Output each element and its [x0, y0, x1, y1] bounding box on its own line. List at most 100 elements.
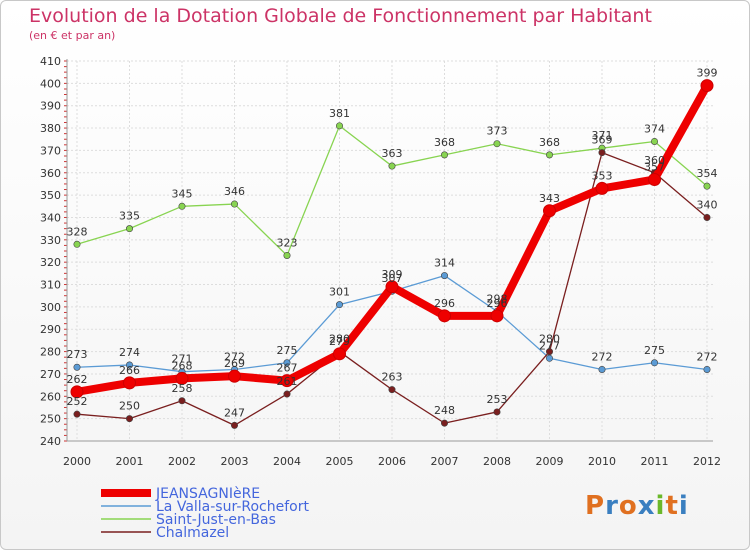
- logo-letter: i: [655, 491, 666, 521]
- data-label: 250: [119, 400, 140, 413]
- y-tick-label: 280: [40, 346, 61, 359]
- data-label: 328: [67, 225, 88, 238]
- data-label: 369: [592, 134, 613, 147]
- data-point: [650, 359, 658, 367]
- y-tick-label: 250: [40, 413, 61, 426]
- data-point: [440, 419, 448, 427]
- data-label: 247: [224, 406, 245, 419]
- data-label: 279: [329, 335, 350, 348]
- y-tick-label: 360: [40, 167, 61, 180]
- data-label: 307: [382, 272, 403, 285]
- series-group: [70, 79, 714, 429]
- logo-letter: r: [605, 491, 619, 521]
- x-tick-label: 2011: [641, 455, 669, 468]
- data-point: [493, 140, 501, 148]
- data-label: 399: [697, 67, 718, 80]
- data-point: [648, 172, 661, 186]
- data-point: [178, 202, 186, 210]
- data-point: [126, 361, 134, 369]
- y-tick-label: 240: [40, 435, 61, 448]
- data-point: [440, 272, 448, 280]
- data-label: 261: [277, 375, 298, 388]
- data-label: 267: [277, 362, 298, 375]
- data-label: 280: [539, 333, 560, 346]
- x-tick-label: 2009: [536, 455, 564, 468]
- data-point: [126, 225, 134, 233]
- data-label: 346: [224, 185, 245, 198]
- x-tick-label: 2005: [326, 455, 354, 468]
- series-0: [70, 79, 714, 399]
- data-point: [283, 390, 291, 398]
- legend-label: La Valla-sur-Rochefort: [156, 499, 309, 515]
- data-point: [385, 280, 399, 294]
- data-label: 357: [644, 160, 665, 173]
- y-tick-label: 260: [40, 390, 61, 403]
- data-label: 381: [329, 107, 350, 120]
- data-point: [283, 251, 291, 259]
- data-label: 275: [644, 344, 665, 357]
- data-point: [493, 408, 501, 416]
- data-point: [335, 301, 343, 309]
- series-3: [73, 149, 711, 429]
- data-label: 353: [592, 169, 613, 182]
- data-point: [73, 240, 81, 248]
- data-point: [335, 122, 343, 130]
- logo-letter: i: [678, 491, 689, 521]
- data-point: [228, 369, 241, 383]
- data-label: 343: [539, 192, 560, 205]
- data-label: 266: [119, 364, 140, 377]
- data-label: 301: [329, 286, 350, 299]
- data-point: [543, 204, 556, 218]
- data-label: 374: [644, 122, 665, 135]
- data-label: 340: [697, 198, 718, 211]
- data-label: 323: [277, 236, 298, 249]
- y-tick-label: 290: [40, 323, 61, 336]
- logo-letter: P: [585, 491, 606, 521]
- y-tick-label: 270: [40, 368, 61, 381]
- data-label: 268: [172, 359, 193, 372]
- data-label: 314: [434, 257, 455, 270]
- legend-label: Saint-Just-en-Bas: [156, 512, 276, 528]
- x-tick-label: 2008: [483, 455, 511, 468]
- y-tick-label: 320: [40, 256, 61, 269]
- grid: [67, 60, 713, 442]
- logo-letter: x: [637, 491, 656, 521]
- data-point: [70, 385, 84, 399]
- y-tick-label: 300: [40, 301, 61, 314]
- y-tick-label: 340: [40, 211, 61, 224]
- data-label: 277: [539, 339, 560, 352]
- data-label: 354: [697, 167, 718, 180]
- data-label: 269: [224, 357, 245, 370]
- x-tick-label: 2012: [693, 455, 721, 468]
- y-tick-label: 380: [40, 122, 61, 135]
- data-point: [598, 149, 606, 157]
- data-label: 248: [434, 404, 455, 417]
- data-label: 271: [172, 353, 193, 366]
- data-point: [126, 415, 134, 423]
- data-point: [595, 181, 609, 195]
- data-point: [703, 182, 711, 190]
- y-tick-label: 330: [40, 234, 61, 247]
- y-tick-label: 410: [40, 55, 61, 68]
- data-label: 371: [592, 129, 613, 142]
- data-point: [598, 365, 606, 373]
- legend-label: JEANSAGNIèRE: [155, 486, 260, 502]
- y-tick-label: 350: [40, 189, 61, 202]
- data-point: [440, 151, 448, 159]
- data-point: [545, 354, 553, 362]
- y-tick-label: 400: [40, 77, 61, 90]
- data-point: [650, 137, 658, 145]
- x-tick-label: 2010: [588, 455, 616, 468]
- data-point: [283, 359, 291, 367]
- data-labels: 262 266 268 269 267 279 309 296 296 343 353 357 399 2…: [67, 67, 718, 420]
- x-tick-label: 2006: [378, 455, 406, 468]
- data-label: 345: [172, 187, 193, 200]
- data-label: 368: [434, 136, 455, 149]
- data-point: [175, 371, 189, 385]
- data-label: 360: [644, 154, 665, 167]
- data-label: 296: [434, 297, 455, 310]
- x-tick-label: 2000: [63, 455, 91, 468]
- data-point: [178, 397, 186, 405]
- x-tick-label: 2004: [273, 455, 301, 468]
